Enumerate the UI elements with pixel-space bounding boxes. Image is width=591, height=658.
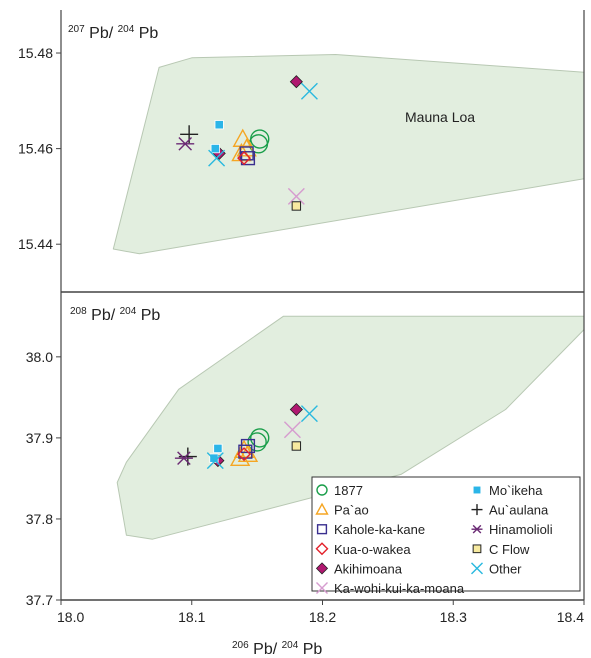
top-point-pa-ao-2 xyxy=(236,138,257,157)
legend-label-c-flow: C Flow xyxy=(489,542,530,557)
bottom-point-1877-1 xyxy=(250,428,270,448)
bottom-point-hinamolioli-1 xyxy=(174,451,193,465)
legend-marker-1877 xyxy=(316,484,328,496)
legend-entry-c-flow: C Flow xyxy=(472,542,530,557)
legend-entry-akihimoana: Akihimoana xyxy=(315,561,403,576)
bottom-ytick-label-2: 37.9 xyxy=(26,430,53,446)
bottom-xtick-label-3: 18.3 xyxy=(440,609,467,625)
bottom-ytick-label-3: 38.0 xyxy=(26,349,53,365)
bottom-point-other-2 xyxy=(206,452,224,470)
legend-marker-kua-o-wakea xyxy=(315,542,329,556)
top-point-kahole-ka-kane-1 xyxy=(239,146,254,161)
bottom-xtick-label-4: 18.4 xyxy=(557,609,584,625)
bottom-ylabel-el-a: Pb/ xyxy=(91,307,116,324)
xlabel-sup-b: 204 xyxy=(282,640,299,651)
top-ytick-label-1: 15.46 xyxy=(18,141,53,157)
top-point-other-2 xyxy=(208,149,226,167)
top-point-c-flow-1 xyxy=(291,201,302,211)
top-panel-ylabel: 207 Pb/ 204 Pb xyxy=(68,19,158,42)
legend: 1877 Pa`ao Kahole-ka-kane Kua-o-wakea Akihim… xyxy=(311,476,581,596)
bottom-point-pa-ao-3 xyxy=(229,447,251,467)
legend-entry-hinamolioli: Hinamolioli xyxy=(471,522,553,537)
legend-marker-c-flow xyxy=(472,544,482,554)
legend-entry-other: Other xyxy=(471,561,522,576)
legend-label-kahole-ka-kane: Kahole-ka-kane xyxy=(334,522,425,537)
legend-entry-kua-o-wakea: Kua-o-wakea xyxy=(315,542,411,557)
top-point-hinamolioli-1 xyxy=(176,137,195,151)
top-ylabel-sup-a: 207 xyxy=(68,24,85,35)
bottom-points-layer xyxy=(174,402,318,470)
legend-entry-pa-ao: Pa`ao xyxy=(315,502,369,518)
top-ytick-label-0: 15.44 xyxy=(18,236,53,252)
top-ylabel-el-a: Pb/ xyxy=(89,25,114,42)
top-field-polygon xyxy=(112,54,584,255)
legend-entry-mo-ikeha: Mo`ikeha xyxy=(472,483,543,498)
xlabel-el-a: Pb/ xyxy=(253,641,278,658)
bottom-xtick-label-2: 18.2 xyxy=(309,609,336,625)
x-axis-label: 206 Pb/ 204 Pb xyxy=(232,635,322,658)
top-points-layer xyxy=(176,75,318,211)
bottom-panel: 37.7 37.8 37.9 38.0 18.0 18.1 18.2 18.3 18.4 208… xyxy=(26,292,585,625)
top-point-mo-ikeha-2 xyxy=(210,144,220,154)
bottom-point-ka-wohi-kui-ka-moana-1 xyxy=(283,421,301,439)
top-point-mo-ikeha-1 xyxy=(214,120,224,130)
top-field-label: Mauna Loa xyxy=(405,109,475,125)
legend-label-ka-wohi-kui-ka-moana: Ka-wohi-kui-ka-moana xyxy=(334,581,465,596)
xlabel-sup-a: 206 xyxy=(232,640,249,651)
top-point-ka-wohi-kui-ka-moana-1 xyxy=(287,187,305,205)
legend-marker-mo-ikeha xyxy=(472,485,482,495)
legend-label-akihimoana: Akihimoana xyxy=(334,561,403,576)
legend-label-mo-ikeha: Mo`ikeha xyxy=(489,483,543,498)
bottom-point-pa-ao-2 xyxy=(237,443,259,463)
top-point-akihimoana-1 xyxy=(289,75,303,89)
bottom-ylabel-el-b: Pb xyxy=(141,307,161,324)
bottom-xtick-label-0: 18.0 xyxy=(57,609,84,625)
legend-label-au-aulana: Au`aulana xyxy=(489,503,549,518)
bottom-ytick-label-1: 37.8 xyxy=(26,511,53,527)
legend-marker-other xyxy=(471,562,483,575)
bottom-ylabel-sup-b: 204 xyxy=(120,306,137,317)
legend-label-1877: 1877 xyxy=(334,483,363,498)
legend-entries: 1877 Pa`ao Kahole-ka-kane Kua-o-wakea Akihim… xyxy=(315,483,553,596)
legend-label-pa-ao: Pa`ao xyxy=(334,503,369,518)
legend-label-hinamolioli: Hinamolioli xyxy=(489,522,553,537)
top-field-layer xyxy=(112,54,584,255)
legend-marker-pa-ao xyxy=(315,502,329,515)
legend-marker-hinamolioli xyxy=(471,524,483,534)
top-ytick-label-2: 15.48 xyxy=(18,45,53,61)
bottom-axes-layer: 37.7 37.8 37.9 38.0 18.0 18.1 18.2 18.3 18.4 xyxy=(26,292,585,625)
legend-marker-akihimoana xyxy=(315,562,329,575)
legend-label-kua-o-wakea: Kua-o-wakea xyxy=(334,542,411,557)
top-ylabel-sup-b: 204 xyxy=(118,24,135,35)
bottom-ytick-label-0: 37.7 xyxy=(26,592,53,608)
legend-entry-au-aulana: Au`aulana xyxy=(471,503,549,518)
bottom-field-polygon xyxy=(116,315,584,540)
top-ylabel-el-b: Pb xyxy=(139,25,159,42)
legend-entry-ka-wohi-kui-ka-moana: Ka-wohi-kui-ka-moana xyxy=(316,581,465,596)
bottom-point-c-flow-1 xyxy=(291,441,302,451)
top-point-other-1 xyxy=(300,82,318,100)
legend-label-other: Other xyxy=(489,561,522,576)
bottom-point-1877-2 xyxy=(247,432,267,452)
legend-marker-au-aulana xyxy=(471,504,483,516)
bottom-point-mo-ikeha-1 xyxy=(213,443,223,454)
top-panel: Mauna Loa 15.44 15.46 15.48 207 Pb/ 204 Pb xyxy=(18,10,585,293)
bottom-panel-ylabel: 208 Pb/ 204 Pb xyxy=(70,301,160,324)
legend-entry-1877: 1877 xyxy=(316,483,363,498)
legend-marker-kahole-ka-kane xyxy=(316,524,328,535)
legend-entry-kahole-ka-kane: Kahole-ka-kane xyxy=(316,522,425,537)
top-point-kua-o-wakea-1 xyxy=(237,151,252,166)
bottom-ylabel-sup-a: 208 xyxy=(70,306,87,317)
xlabel-el-b: Pb xyxy=(303,641,323,658)
bottom-point-other-1 xyxy=(300,405,318,423)
bottom-field-layer xyxy=(116,315,584,540)
top-axes-layer: 15.44 15.46 15.48 xyxy=(18,10,585,293)
bottom-point-akihimoana-1 xyxy=(289,402,303,417)
legend-box xyxy=(311,476,581,592)
bottom-xtick-label-1: 18.1 xyxy=(178,609,205,625)
bottom-point-kua-o-wakea-1 xyxy=(237,447,252,462)
top-point-kahole-ka-kane-2 xyxy=(240,151,256,166)
legend-marker-ka-wohi-kui-ka-moana xyxy=(316,582,328,594)
